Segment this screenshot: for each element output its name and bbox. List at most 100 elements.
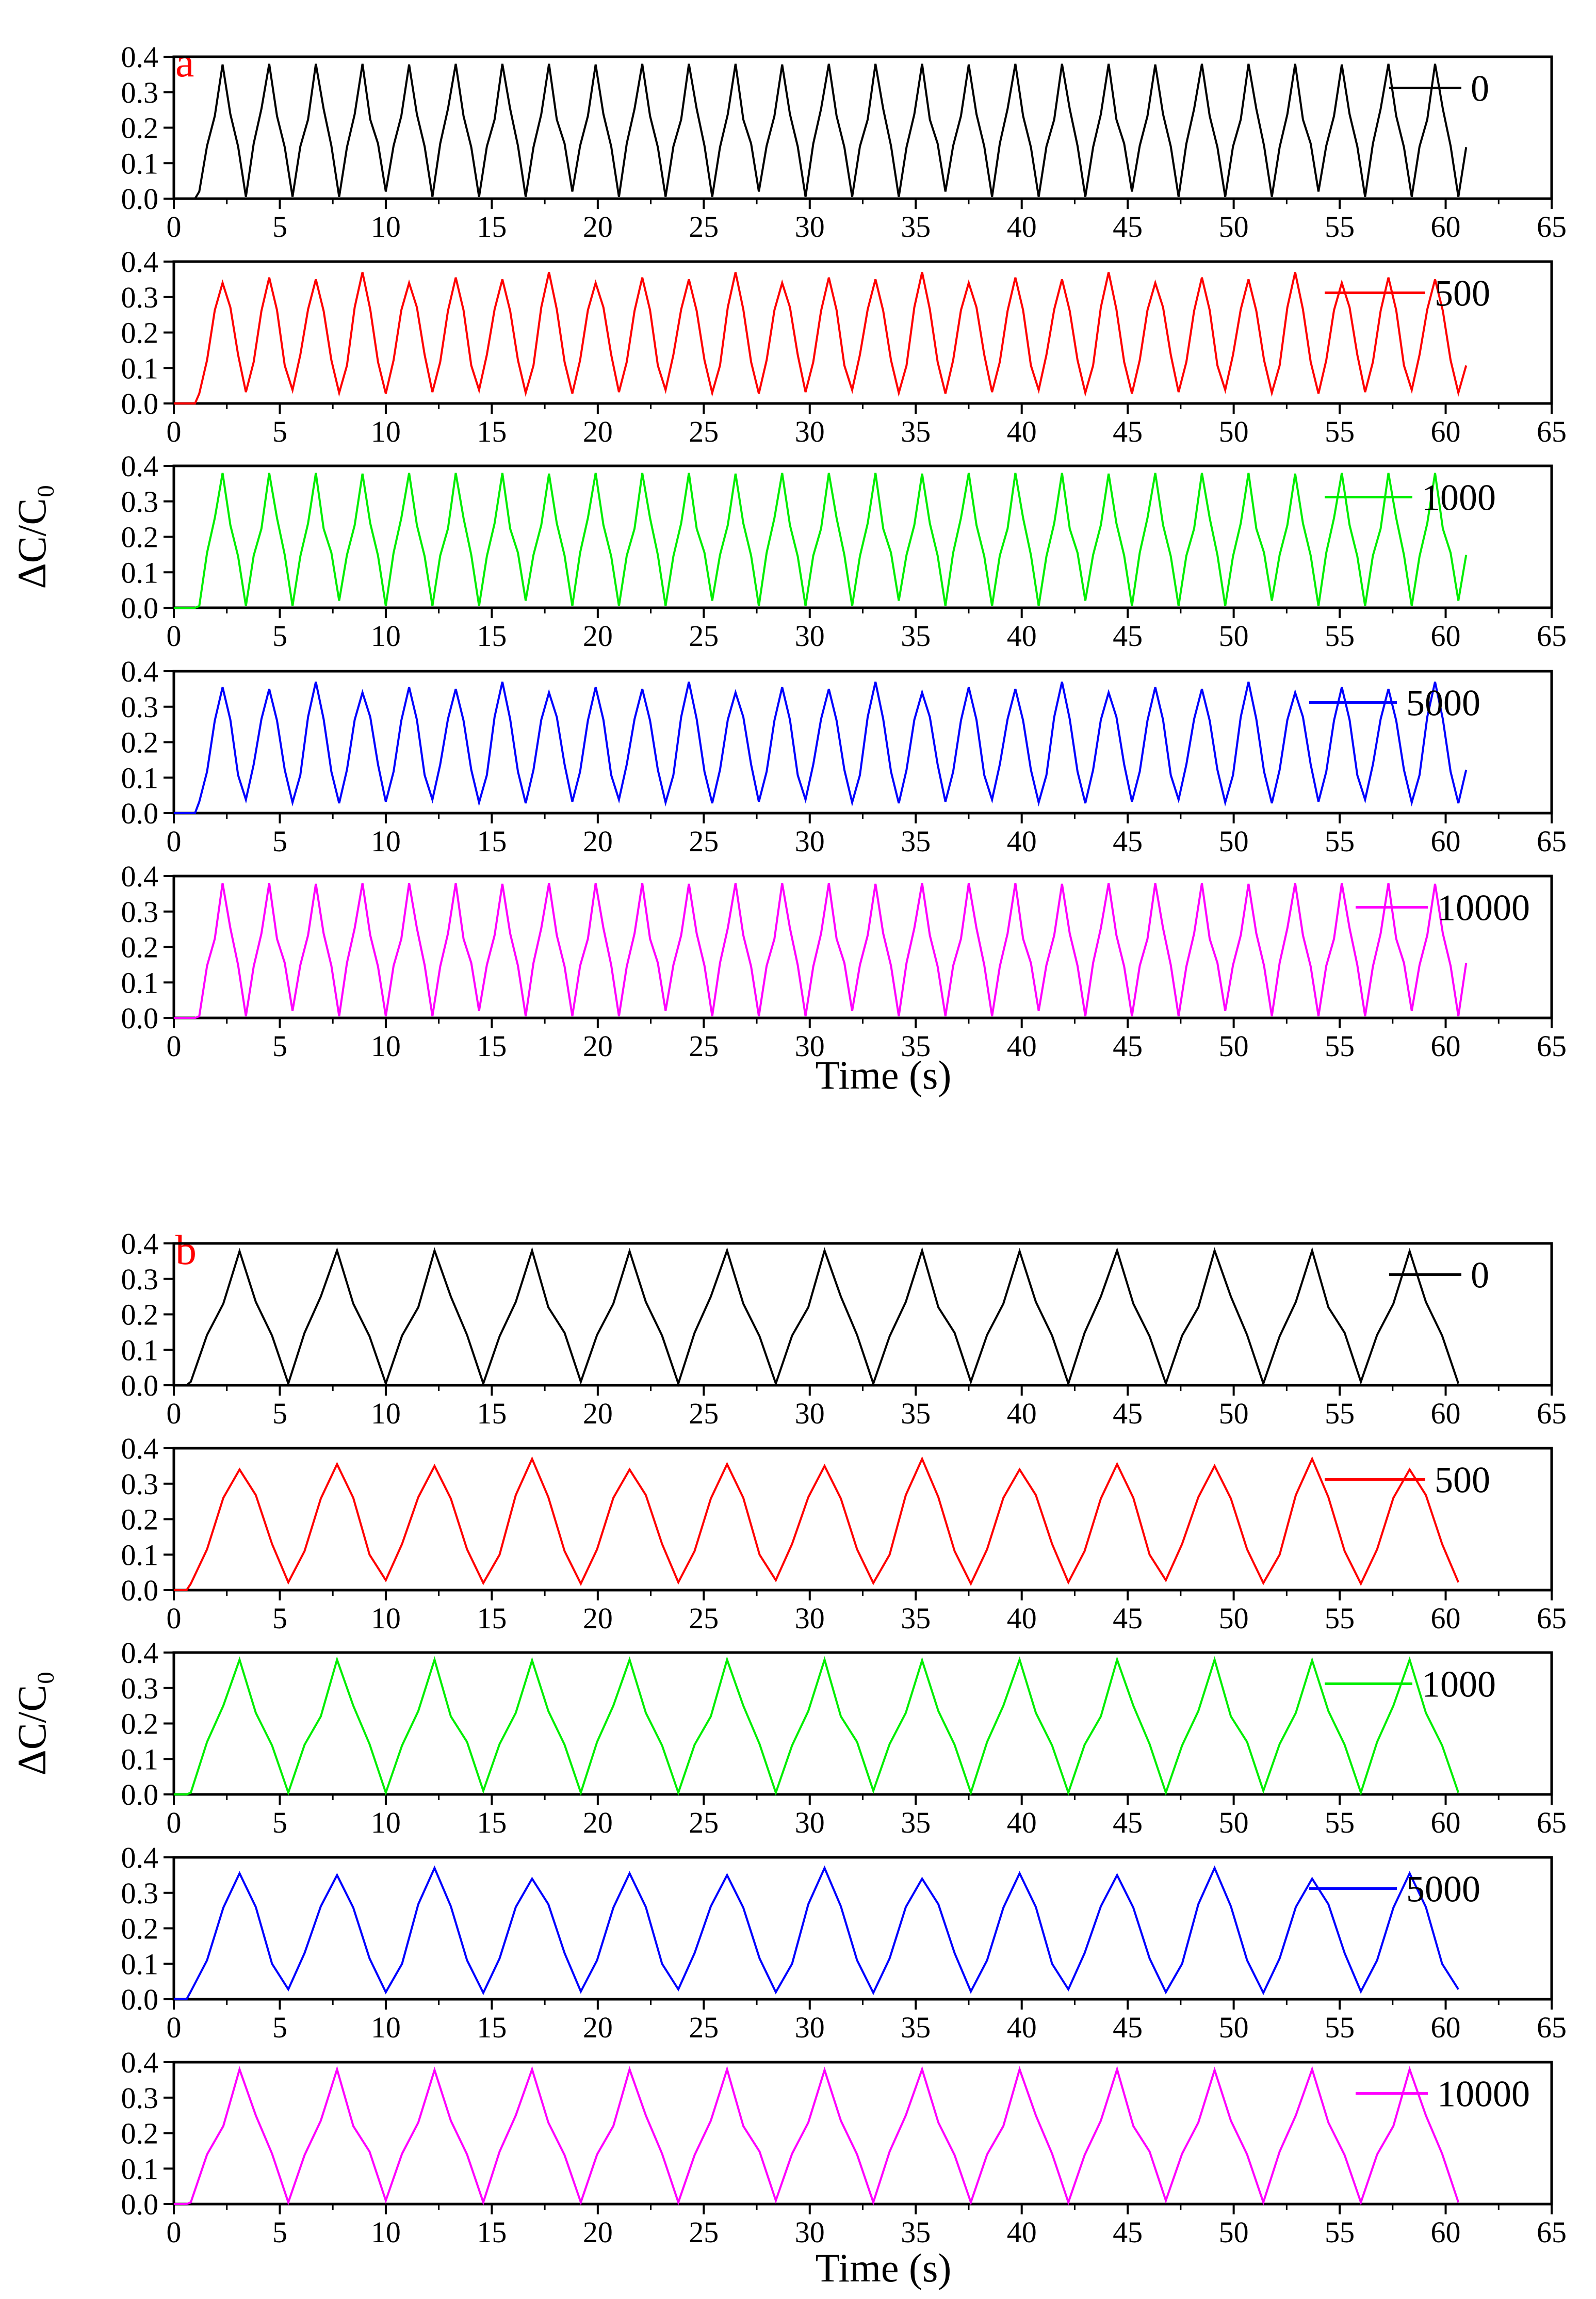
x-tick-label: 60 bbox=[1431, 824, 1461, 858]
legend-label: 0 bbox=[1471, 1255, 1489, 1296]
x-tick-label: 15 bbox=[477, 210, 507, 244]
x-tick-label: 15 bbox=[477, 2215, 507, 2249]
x-tick-label: 35 bbox=[901, 1806, 931, 1839]
x-tick-label: 45 bbox=[1113, 1806, 1143, 1839]
y-tick-label: 0.3 bbox=[121, 690, 159, 724]
x-tick-label: 65 bbox=[1537, 1806, 1567, 1839]
x-tick-label: 25 bbox=[689, 1029, 719, 1063]
x-tick-label: 5 bbox=[272, 2011, 287, 2044]
x-tick-label: 40 bbox=[1007, 415, 1037, 448]
x-tick-label: 0 bbox=[167, 415, 182, 448]
subplot-5000: 0 5 10 15 20 25 30 35 40 45 50 55 60 65 0.00.10.20.30.… bbox=[121, 655, 1567, 858]
y-tick-label: 0.4 bbox=[121, 40, 159, 74]
x-tick-label: 10 bbox=[371, 2215, 401, 2249]
y-tick-label: 0.1 bbox=[121, 2152, 159, 2185]
x-tick-label: 0 bbox=[167, 824, 182, 858]
series-line-500 bbox=[174, 272, 1468, 404]
x-tick-label: 35 bbox=[901, 415, 931, 448]
x-tick-label: 10 bbox=[371, 415, 401, 448]
x-tick-label: 40 bbox=[1007, 824, 1037, 858]
x-tick-label: 0 bbox=[167, 1601, 182, 1635]
x-tick-label: 50 bbox=[1219, 1397, 1249, 1430]
x-tick-label: 45 bbox=[1113, 415, 1143, 448]
subplot-500: 0 5 10 15 20 25 30 35 40 45 50 55 60 65 0.00.10.20.30.… bbox=[121, 1432, 1567, 1635]
x-tick-label: 55 bbox=[1325, 415, 1355, 448]
y-tick-label: 0.4 bbox=[121, 1636, 159, 1670]
x-tick-label: 25 bbox=[689, 2011, 719, 2044]
legend-label: 10000 bbox=[1437, 887, 1530, 929]
series-line-1000 bbox=[174, 1656, 1460, 1796]
x-tick-label: 15 bbox=[477, 1029, 507, 1063]
x-tick-label: 55 bbox=[1325, 2011, 1355, 2044]
x-tick-label: 60 bbox=[1431, 2215, 1461, 2249]
x-tick-label: 40 bbox=[1007, 1397, 1037, 1430]
x-tick-label: 20 bbox=[583, 415, 613, 448]
legend-label: 5000 bbox=[1406, 1869, 1480, 1910]
series-line-500 bbox=[174, 1456, 1460, 1591]
x-tick-label: 0 bbox=[167, 1397, 182, 1430]
x-tick-label: 40 bbox=[1007, 210, 1037, 244]
legend-label: 1000 bbox=[1422, 477, 1496, 519]
x-tick-label: 50 bbox=[1219, 1601, 1249, 1635]
panel-b: b0 5 10 15 20 25 30 35 40 45 50 55 60 650.00.10.20.30… bbox=[9, 1226, 1567, 2290]
plot-frame bbox=[172, 1242, 1553, 1387]
y-tick-label: 0.0 bbox=[121, 1574, 159, 1607]
y-tick-label: 0.4 bbox=[121, 1841, 159, 1874]
x-tick-label: 25 bbox=[689, 619, 719, 653]
x-tick-label: 30 bbox=[795, 1029, 825, 1063]
y-tick-label: 0.2 bbox=[121, 316, 159, 350]
y-tick-label: 0.4 bbox=[121, 1227, 159, 1260]
y-tick-label: 0.2 bbox=[121, 726, 159, 759]
x-tick-label: 20 bbox=[583, 619, 613, 653]
x-tick-label: 45 bbox=[1113, 619, 1143, 653]
series-line-1000 bbox=[174, 473, 1468, 609]
x-tick-label: 45 bbox=[1113, 1601, 1143, 1635]
x-tick-label: 25 bbox=[689, 1806, 719, 1839]
x-tick-label: 35 bbox=[901, 824, 931, 858]
x-tick-label: 65 bbox=[1537, 415, 1567, 448]
x-tick-label: 60 bbox=[1431, 1397, 1461, 1430]
x-tick-label: 0 bbox=[167, 2011, 182, 2044]
x-tick-label: 65 bbox=[1537, 1397, 1567, 1430]
y-tick-label: 0.2 bbox=[121, 1298, 159, 1332]
subplot-5000: 0 5 10 15 20 25 30 35 40 45 50 55 60 65 0.00.10.20.30.… bbox=[121, 1841, 1567, 2044]
x-tick-label: 45 bbox=[1113, 2011, 1143, 2044]
x-tick-label: 40 bbox=[1007, 1029, 1037, 1063]
x-tick-label: 65 bbox=[1537, 2215, 1567, 2249]
x-tick-label: 30 bbox=[795, 1397, 825, 1430]
x-tick-label: 35 bbox=[901, 1397, 931, 1430]
x-tick-label: 35 bbox=[901, 2011, 931, 2044]
plot-frame bbox=[172, 670, 1553, 815]
plot-frame bbox=[172, 1856, 1553, 2001]
x-tick-label: 55 bbox=[1325, 824, 1355, 858]
x-tick-label: 50 bbox=[1219, 824, 1249, 858]
x-tick-label: 20 bbox=[583, 1029, 613, 1063]
x-tick-label: 10 bbox=[371, 1601, 401, 1635]
x-tick-label: 50 bbox=[1219, 1029, 1249, 1063]
y-tick-label: 0.3 bbox=[121, 1672, 159, 1705]
x-tick-label: 25 bbox=[689, 1601, 719, 1635]
y-tick-label: 0.1 bbox=[121, 761, 159, 795]
x-tick-label: 35 bbox=[901, 619, 931, 653]
y-tick-label: 0.0 bbox=[121, 387, 159, 420]
y-tick-label: 0.1 bbox=[121, 351, 159, 385]
x-tick-label: 45 bbox=[1113, 2215, 1143, 2249]
x-tick-label: 60 bbox=[1431, 1601, 1461, 1635]
x-tick-label: 60 bbox=[1431, 1806, 1461, 1839]
y-tick-label: 0.2 bbox=[121, 111, 159, 145]
x-tick-label: 30 bbox=[795, 824, 825, 858]
x-tick-label: 60 bbox=[1431, 1029, 1461, 1063]
subplot-10000: 0 5 10 15 20 25 30 35 40 45 50 55 60 65 0.00.10.20.30.… bbox=[121, 860, 1567, 1063]
x-tick-label: 65 bbox=[1537, 1029, 1567, 1063]
x-tick-label: 45 bbox=[1113, 824, 1143, 858]
y-tick-label: 0.4 bbox=[121, 860, 159, 893]
x-tick-label: 65 bbox=[1537, 210, 1567, 244]
y-tick-label: 0.3 bbox=[121, 2081, 159, 2115]
series-line-0 bbox=[174, 63, 1468, 200]
y-tick-label: 0.1 bbox=[121, 1538, 159, 1572]
x-tick-label: 65 bbox=[1537, 824, 1567, 858]
x-tick-label: 55 bbox=[1325, 619, 1355, 653]
x-tick-label: 25 bbox=[689, 210, 719, 244]
y-tick-label: 0.1 bbox=[121, 1742, 159, 1776]
y-tick-label: 0.2 bbox=[121, 931, 159, 964]
